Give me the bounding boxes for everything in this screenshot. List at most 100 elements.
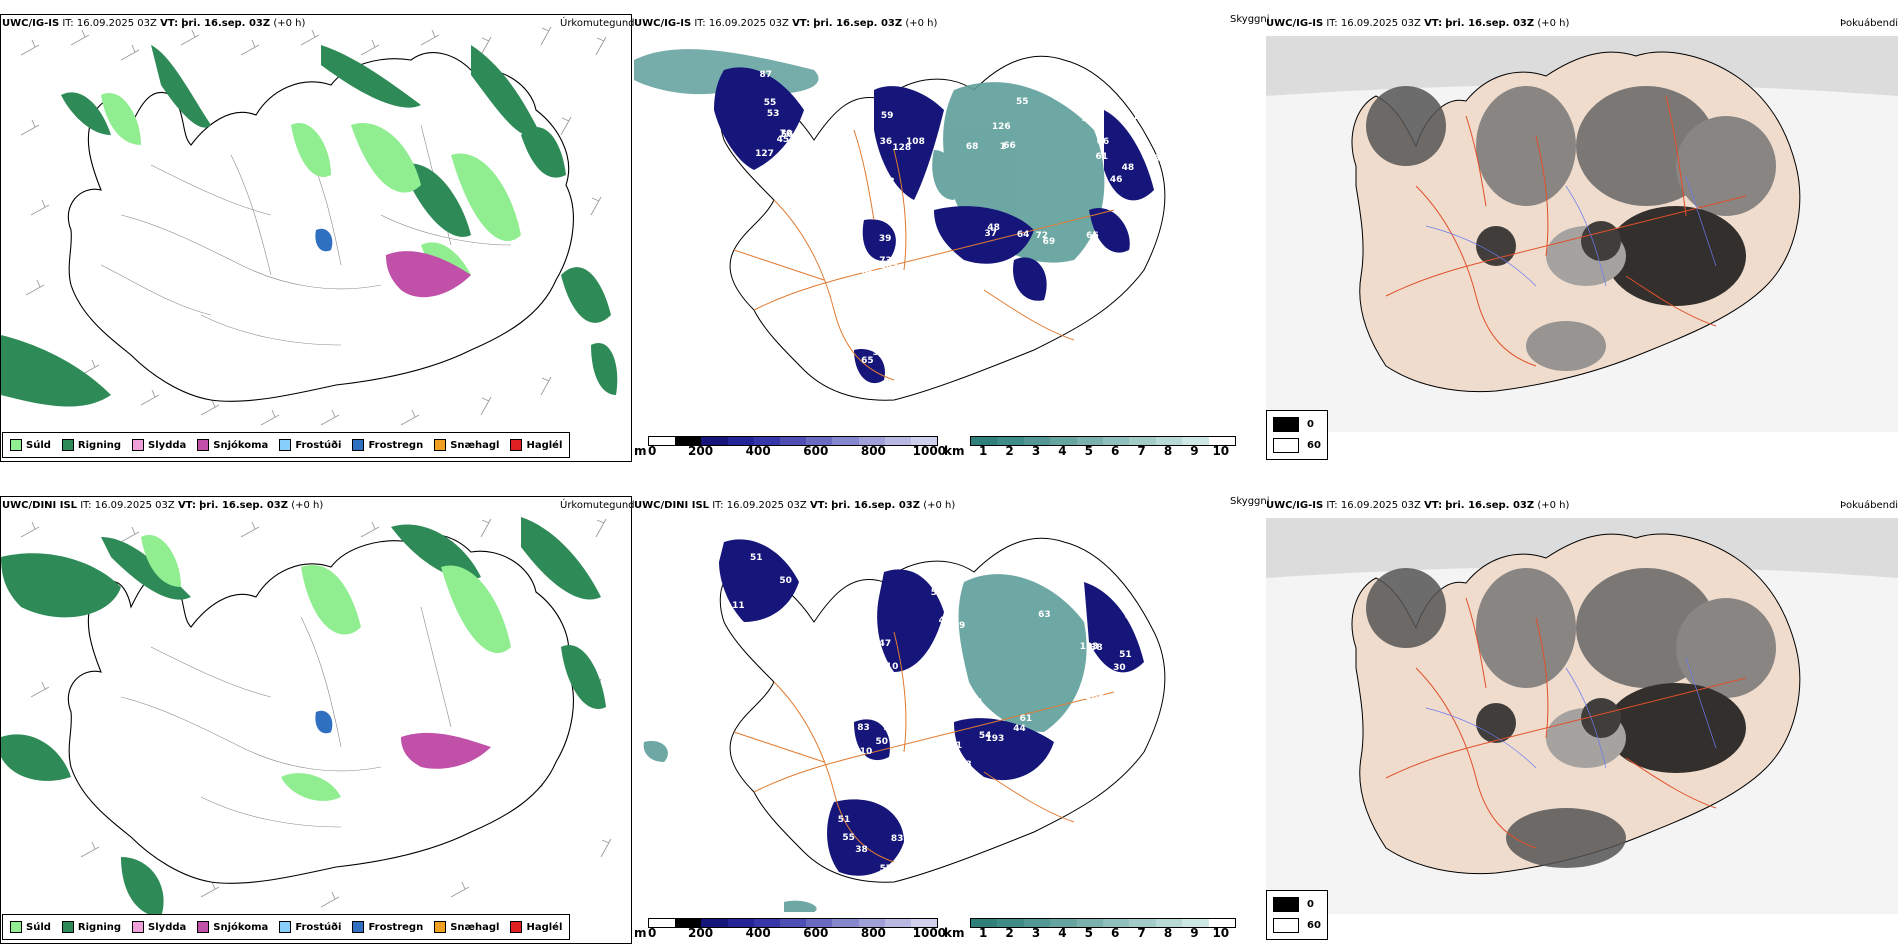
cloud-base-label: 64	[1016, 229, 1030, 240]
visibility-colorbar-bottom: km 1 2 3 4 5 6 7 8 9 10	[944, 918, 1236, 940]
colorbar-swatch	[1076, 437, 1104, 445]
hour-offset: (+0 h)	[923, 500, 956, 511]
colorbar-swatch	[884, 919, 911, 927]
visibility-map-bottom: 51 53 38 30 50 41 51 50 47 63 51 18 54 38 41 62 61 45 38 93…	[634, 512, 1236, 912]
vt-value: þri. 16.sep. 03Z	[1445, 18, 1535, 29]
vis-header-top: UWC/IG-IS IT: 16.09.2025 03Z VT: þri. 16…	[634, 18, 937, 29]
precip-map-bottom	[0, 496, 632, 944]
legend-item: Súld	[10, 439, 51, 451]
colorbar-tick-label: 5	[1084, 926, 1093, 940]
cloud-base-label: 50	[902, 328, 915, 339]
cloud-base-label: 36	[879, 137, 893, 148]
precip-map-graphic	[1, 517, 612, 917]
legend-item: Slydda	[132, 921, 186, 933]
cloud-base-unit: m	[634, 926, 647, 940]
colorbar-tick-label: 8	[1163, 444, 1173, 458]
it-value: 16.09.2025 03Z	[708, 18, 789, 29]
fog-title-top: Þokuábendi	[1840, 18, 1899, 29]
cloud-base-label: 54	[803, 624, 816, 635]
cloud-base-label: 42	[856, 881, 869, 892]
cloud-base-label: 38	[1090, 642, 1103, 653]
colorbar-swatch	[1076, 919, 1104, 927]
colorbar-tick-label: 9	[1190, 926, 1199, 940]
vt-label: VT:	[1424, 500, 1443, 511]
colorbar-swatch	[910, 437, 938, 445]
fog-header-bottom: UWC/IG-IS IT: 16.09.2025 03Z VT: þri. 16…	[1266, 500, 1569, 511]
cloud-base-label: 77	[1149, 586, 1163, 597]
cloud-base-label: 67	[877, 202, 890, 213]
cloud-base-label: 87	[759, 70, 773, 81]
cloud-base-label: 39	[1124, 611, 1138, 622]
colorbar-swatch	[779, 919, 807, 927]
legend-item: Snæhagl	[434, 439, 499, 451]
cloud-base-label: 66	[1003, 141, 1016, 151]
cloud-base-label: 36	[855, 278, 868, 289]
colorbar-swatch	[727, 919, 754, 927]
cloud-base-label: 81	[861, 270, 875, 281]
colorbar-tick-label: 9	[1190, 444, 1199, 458]
vt-value: þri. 16.sep. 03Z	[199, 500, 288, 511]
colorbar-tick-label: 0	[648, 926, 657, 940]
visibility-unit: km	[944, 926, 965, 940]
cloud-base-label: 28	[775, 648, 789, 659]
colorbar-swatch	[806, 919, 833, 927]
colorbar-tick-label: 2	[1005, 926, 1014, 940]
precip-title-top: Úrkomutegund	[560, 18, 635, 29]
cloud-base-label: 61	[1095, 151, 1109, 162]
cloud-base-label: 46	[938, 615, 952, 626]
colorbar-swatch	[753, 437, 780, 445]
colorbar-swatch	[910, 919, 938, 927]
cloud-base-label: 18	[857, 758, 870, 769]
cloud-base-label: 55	[1092, 248, 1105, 259]
colorbar-tick-label: 6	[1111, 926, 1120, 940]
colorbar-tick-label: 3	[1031, 444, 1041, 458]
cloud-base-label: 54	[978, 730, 992, 741]
cloud-base-label: 70	[922, 188, 936, 199]
cloud-base-label: 70	[779, 129, 793, 140]
cloud-base-label: 51	[749, 553, 763, 564]
colorbar-tick-label: 6	[1111, 444, 1120, 458]
colorbar-swatch	[1182, 919, 1209, 927]
colorbar-swatch	[971, 437, 998, 445]
cloud-base-label: 46	[1109, 175, 1123, 186]
model-name: UWC/DINI ISL	[634, 500, 710, 511]
it-label: IT:	[80, 500, 92, 511]
it-value: 16.09.2025 03Z	[726, 500, 807, 511]
cloud-base-label: 50	[875, 736, 889, 747]
cloud-base-label: 57	[879, 863, 893, 874]
colorbar-tick-label: 800	[860, 926, 886, 940]
colorbar-tick-label: 600	[803, 926, 829, 940]
colorbar-tick-label: 4	[1058, 926, 1067, 940]
vis-header-bottom: UWC/DINI ISL IT: 16.09.2025 03Z VT: þri.…	[634, 500, 955, 511]
cloud-base-label: 55	[763, 98, 777, 109]
fog-header-top: UWC/IG-IS IT: 16.09.2025 03Z VT: þri. 16…	[1266, 18, 1569, 29]
cloud-base-label: 127	[755, 148, 774, 159]
cloud-base-label: 33	[1081, 113, 1095, 124]
legend-item: Frostúði	[279, 439, 341, 451]
cloud-base-label: 59	[880, 110, 894, 121]
colorbar-swatch	[806, 437, 833, 445]
cloud-base-label: 66	[1096, 136, 1110, 147]
vt-label: VT:	[792, 18, 811, 29]
precip-header-top: UWC/IG-IS IT: 16.09.2025 03Z VT: þri. 16…	[2, 18, 305, 29]
vt-label: VT:	[1424, 18, 1443, 29]
cloud-labels-bottom: 51 53 38 30 50 41 51 50 47 63 51 18 54 38 41 62 61 45 38 93…	[634, 512, 1236, 912]
cloud-base-label: 62	[920, 690, 933, 701]
colorbar-swatch	[1050, 919, 1077, 927]
cloud-base-label: 128	[892, 142, 912, 153]
cloud-base-label: 72	[1035, 231, 1049, 242]
cloud-base-label: 69	[895, 384, 908, 395]
colorbar-tick-label: 1	[979, 926, 988, 940]
vt-value: þri. 16.sep. 03Z	[181, 18, 271, 29]
colorbar-swatch	[884, 437, 911, 445]
cloud-base-label: 70	[857, 264, 870, 275]
precip-map-top	[0, 14, 632, 462]
colorbar-swatch	[1129, 919, 1156, 927]
cloud-base-label: 83	[890, 834, 904, 845]
vt-label: VT:	[809, 500, 828, 511]
colorbar-swatch	[675, 919, 702, 927]
cloud-base-label: 53	[766, 109, 780, 120]
model-name: UWC/IG-IS	[1266, 500, 1324, 511]
it-label: IT:	[62, 18, 74, 29]
vis-title-bottom: Skyggni	[1230, 496, 1270, 507]
